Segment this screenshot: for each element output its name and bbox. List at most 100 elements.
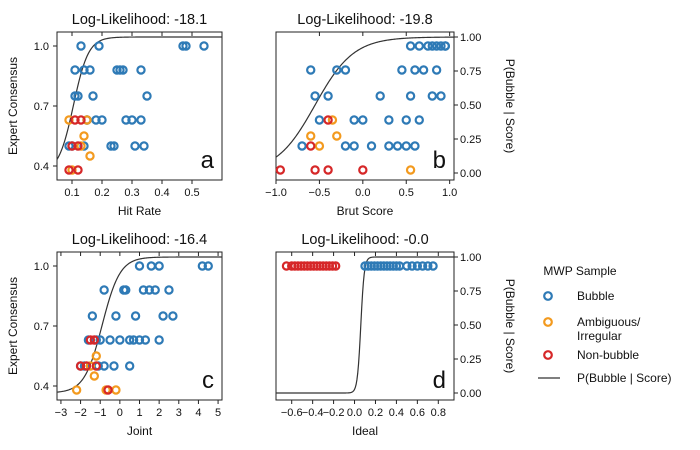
point-bubble [130, 141, 140, 151]
y2-tick-label: 1.00 [460, 32, 481, 44]
point-bubble [134, 335, 145, 345]
point-bubble [154, 335, 164, 345]
point-bubble [128, 335, 139, 345]
point-bubble [314, 115, 325, 125]
point-bubble [417, 261, 428, 271]
x-tick-label: −1 [94, 407, 107, 419]
point-bubble [323, 91, 333, 101]
y-tick-label: 0.7 [34, 101, 49, 113]
legend-label: Bubble [577, 289, 615, 303]
y2-axis-label: P(Bubble | Score) [503, 279, 517, 374]
x-tick-label: −2 [74, 407, 87, 419]
point-bubble [118, 65, 128, 75]
point-bubble [138, 285, 149, 295]
point-non-bubble [76, 115, 86, 125]
point-bubble [375, 91, 385, 101]
point-bubble [73, 91, 83, 101]
y2-tick-label: 0.50 [460, 320, 481, 332]
panel-title: Log-Likelihood: -19.8 [297, 12, 432, 28]
point-bubble [150, 285, 160, 295]
point-non-bubble [64, 165, 74, 175]
point-ambiguous-irregular [314, 141, 325, 151]
point-bubble [431, 41, 442, 51]
point-non-bubble [330, 261, 341, 271]
point-bubble [349, 141, 359, 151]
point-bubble [340, 65, 351, 75]
point-bubble [85, 65, 95, 75]
panel-d: Log-Likelihood: -0.0 −0.6 −0.4 −0.2 0.0 0.2 0.… [275, 232, 517, 438]
point-bubble [401, 141, 411, 151]
x-tick-label: 4 [195, 407, 201, 419]
point-bubble [164, 285, 174, 295]
y2-tick-label: 0.75 [460, 286, 481, 298]
point-non-bubble [310, 165, 320, 175]
point-bubble [136, 65, 146, 75]
y-tick-label: 0.4 [34, 381, 49, 393]
point-non-bubble [306, 141, 316, 151]
point-bubble [146, 261, 156, 271]
point-bubble [436, 91, 446, 101]
panel-frame [275, 31, 455, 181]
point-bubble [392, 141, 403, 151]
point-ambiguous-irregular [79, 131, 89, 141]
point-non-bubble [327, 261, 338, 271]
point-bubble [97, 115, 107, 125]
point-bubble [127, 115, 137, 125]
y2-tick-label: 0.25 [460, 354, 481, 366]
point-ambiguous-irregular [71, 385, 82, 395]
x-tick-label: 0.4 [154, 187, 169, 199]
point-bubble [297, 141, 307, 151]
point-bubble [428, 261, 438, 271]
point-ambiguous-irregular [306, 131, 316, 141]
point-bubble [414, 41, 424, 51]
point-bubble [423, 261, 433, 271]
x-tick-label: 2 [156, 407, 162, 419]
point-bubble [139, 141, 149, 151]
point-ambiguous-irregular [327, 115, 338, 125]
x-tick-label: −0.4 [302, 407, 324, 419]
x-tick-label: 0.6 [410, 407, 425, 419]
point-bubble [140, 335, 151, 345]
point-bubble [134, 261, 145, 271]
point-bubble [414, 115, 424, 125]
point-bubble [340, 141, 351, 151]
x-tick-label: 3 [176, 407, 182, 419]
point-bubble [168, 311, 178, 321]
x-tick-label: 0.3 [124, 187, 139, 199]
point-ambiguous-irregular [332, 131, 342, 141]
point-bubble [178, 41, 188, 51]
point-bubble [366, 141, 377, 151]
point-bubble [158, 311, 168, 321]
point-non-bubble [323, 115, 333, 125]
x-tick-label: 0.1 [64, 187, 79, 199]
x-tick-label: 0.0 [347, 407, 362, 419]
point-bubble [332, 65, 342, 75]
panel-frame [56, 31, 223, 181]
x-axis-label: Brut Score [337, 204, 394, 218]
point-bubble [384, 141, 394, 151]
point-bubble [405, 41, 416, 51]
legend-marker [543, 317, 553, 327]
point-non-bubble [91, 361, 101, 371]
legend: MWP Sample Bubble Ambiguous/Irregular Non-b… [538, 264, 672, 385]
point-bubble [109, 361, 119, 371]
probability-curve [56, 256, 222, 393]
point-bubble [95, 335, 105, 345]
point-bubble [105, 335, 115, 345]
probability-curve [276, 256, 454, 394]
point-bubble [106, 141, 116, 151]
point-ambiguous-irregular [89, 371, 100, 381]
point-ambiguous-irregular [64, 115, 74, 125]
point-non-bubble [281, 261, 292, 271]
point-bubble [405, 91, 416, 101]
panel-frame [275, 251, 455, 401]
x-tick-label: 0.5 [399, 187, 414, 199]
point-bubble [94, 41, 104, 51]
x-tick-label: 1 [136, 407, 142, 419]
legend-label: Ambiguous/ [577, 315, 641, 329]
point-non-bubble [103, 385, 113, 395]
point-bubble [88, 91, 98, 101]
panel-frame [56, 251, 223, 401]
x-tick-label: −1.0 [265, 187, 287, 199]
